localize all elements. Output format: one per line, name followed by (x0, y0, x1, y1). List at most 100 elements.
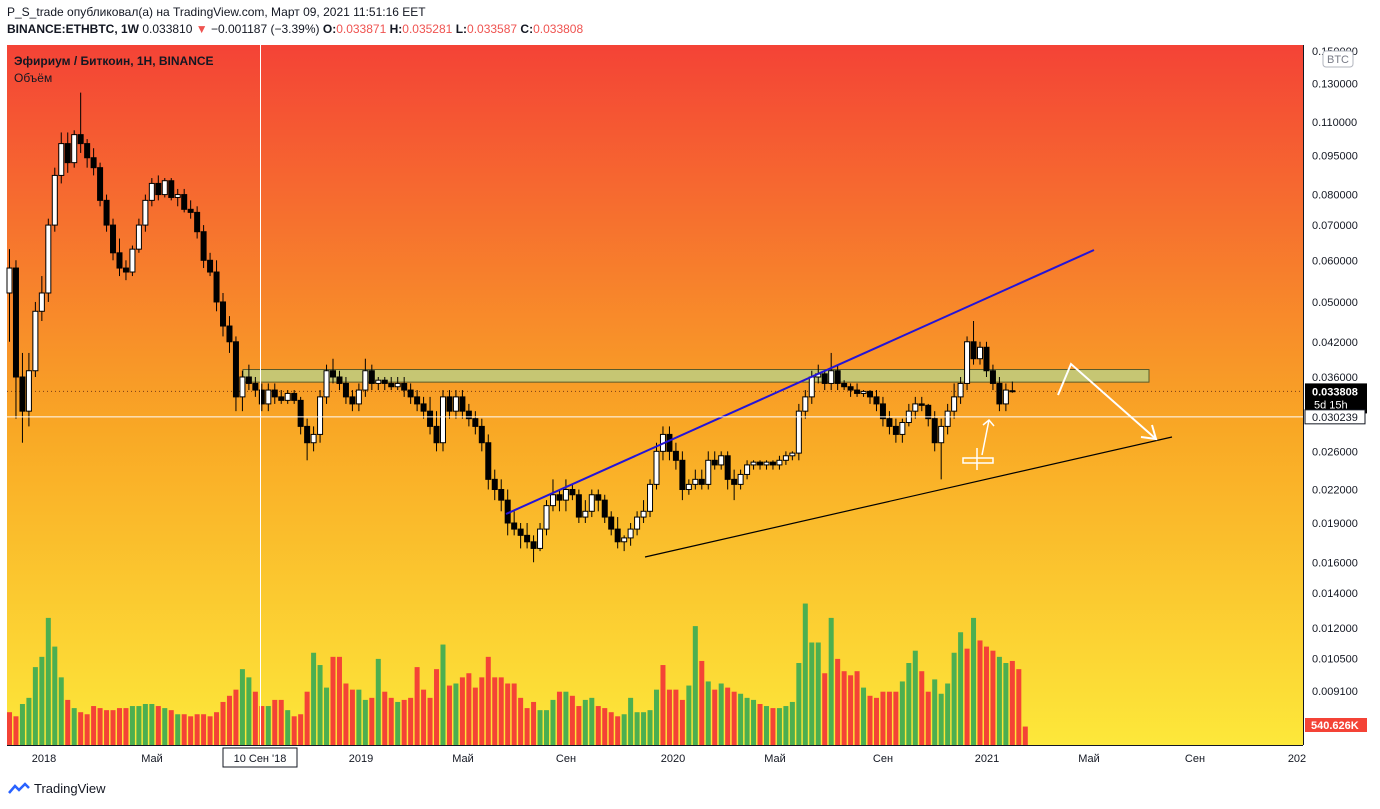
volume-bar (705, 681, 711, 745)
candle (692, 469, 699, 490)
time-axis[interactable] (0, 745, 1380, 770)
forecast-arrow[interactable] (1057, 362, 1158, 441)
candle (556, 489, 563, 512)
candle (252, 377, 259, 397)
blue-trendline[interactable] (505, 249, 1095, 515)
crosshair-price-marker: 0.030239 (1304, 409, 1366, 425)
annotation-arrow[interactable] (962, 418, 995, 470)
volume-bar (498, 677, 504, 745)
price-tick-label: 0.014000 (1312, 588, 1358, 600)
volume-bar (841, 671, 847, 745)
volume-bar (278, 699, 284, 745)
candle (782, 451, 789, 465)
candle (854, 383, 861, 397)
volume-bar (324, 687, 330, 745)
candle (718, 451, 725, 470)
candle (621, 535, 628, 552)
price-tick-label: 0.060000 (1312, 255, 1358, 267)
volume-bar (983, 646, 989, 745)
candle (90, 148, 97, 176)
volume-bar (7, 712, 12, 745)
candle (342, 377, 349, 404)
candle (996, 377, 1003, 412)
time-tick-label: 2021 (975, 753, 999, 765)
volume-bar (492, 677, 498, 745)
volume-bar (401, 699, 407, 745)
candle (847, 383, 854, 397)
volume-bar (938, 693, 944, 745)
plot-background (7, 45, 1303, 745)
candle (433, 411, 440, 452)
volume-bar (886, 691, 892, 745)
currency-badge[interactable]: BTC (1322, 50, 1354, 68)
resistance-zone-rect[interactable] (242, 369, 1150, 383)
candle (388, 377, 395, 391)
tradingview-logo-icon (8, 781, 30, 794)
candle (135, 218, 142, 253)
price-tick-label: 0.080000 (1312, 190, 1358, 202)
candle (110, 218, 117, 261)
symbol-label: BINANCE:ETHBTC, 1W (7, 22, 139, 36)
volume-bar (104, 710, 110, 745)
last-price-label: 0.033808 (1312, 386, 1358, 398)
candle (232, 336, 239, 412)
price-tick-label: 0.022000 (1312, 485, 1358, 497)
volume-bar (971, 617, 977, 745)
volume-bar (155, 706, 161, 745)
candle (892, 418, 899, 443)
price-tick-label: 0.012000 (1312, 623, 1358, 635)
candle (912, 396, 919, 419)
volume-bar (815, 642, 821, 745)
candle (828, 352, 835, 391)
crosshair-date-label: 10 Сен '18 (234, 753, 287, 765)
candle (860, 390, 867, 397)
low-value: 0.033587 (467, 22, 518, 36)
volume-bar (945, 683, 951, 745)
down-arrow-icon: ▼ (195, 22, 208, 36)
volume-bar (317, 665, 323, 745)
volume-bar (123, 708, 129, 745)
volume-bar (136, 706, 142, 745)
volume-bar (692, 626, 698, 745)
volume-bar (466, 673, 472, 745)
volume-bar (654, 689, 659, 745)
candle (666, 426, 673, 461)
candle (226, 316, 233, 353)
volume-bar (13, 716, 19, 745)
candle (38, 276, 45, 322)
time-tick-label: Май (764, 753, 786, 765)
legend-title: Эфириум / Биткоин, 1Н, BINANCE (14, 54, 214, 68)
price-tick-label: 0.016000 (1312, 557, 1358, 569)
candle (84, 139, 91, 168)
volume-bar (899, 681, 905, 745)
candle (925, 403, 932, 427)
volume-bar (505, 683, 511, 745)
volume-bar (744, 697, 750, 745)
candle (776, 455, 783, 470)
candle (582, 500, 589, 523)
candle (122, 260, 129, 281)
support-trendline[interactable] (644, 436, 1173, 558)
candle (549, 479, 556, 512)
resistance-zone[interactable] (242, 369, 1150, 383)
candle (964, 336, 971, 391)
volume-bar (330, 656, 336, 745)
volume-bar (666, 689, 672, 745)
candle (465, 403, 472, 427)
candle (737, 469, 744, 490)
volume-bar (796, 663, 802, 745)
volume-bar (582, 699, 588, 745)
candle (562, 479, 569, 512)
tradingview-footer[interactable]: TradingView (8, 781, 106, 796)
candle (6, 249, 13, 342)
volume-bar (110, 710, 116, 745)
volume-bar (563, 691, 569, 745)
volume-bar (181, 714, 187, 745)
volume-bar (19, 704, 25, 745)
volume-bar (1009, 660, 1015, 745)
candle (310, 426, 317, 452)
volume-bar (26, 697, 32, 745)
candle (19, 352, 26, 443)
candle (511, 511, 518, 536)
